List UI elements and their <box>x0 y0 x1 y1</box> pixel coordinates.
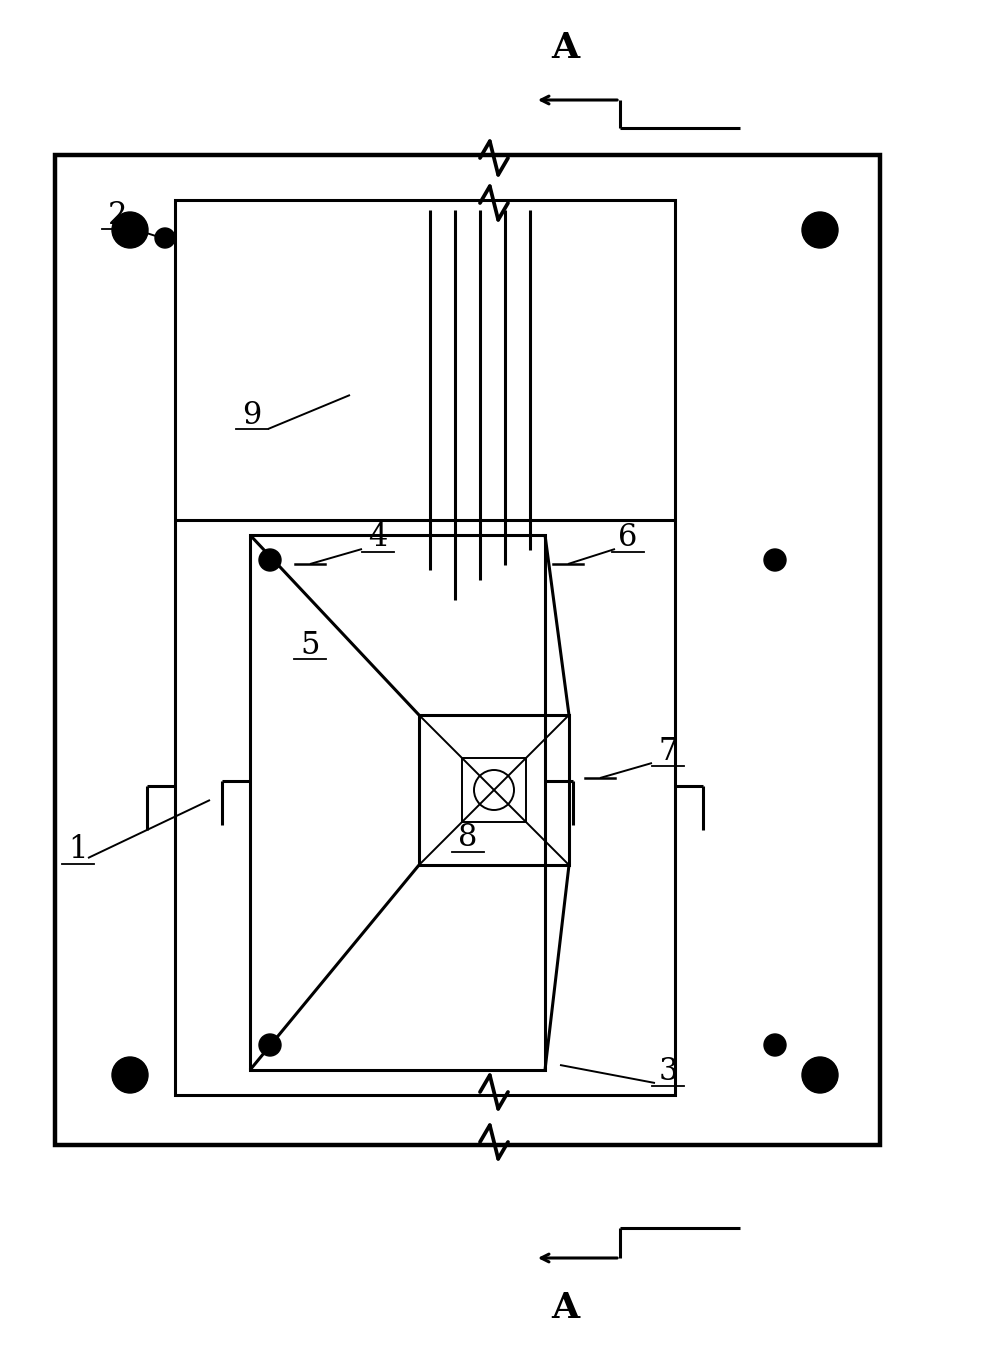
Text: A: A <box>551 1291 580 1325</box>
Circle shape <box>259 1035 281 1056</box>
Circle shape <box>259 549 281 571</box>
Circle shape <box>112 212 148 248</box>
Circle shape <box>764 1035 786 1056</box>
Text: 3: 3 <box>659 1056 677 1088</box>
Bar <box>175 199 675 1096</box>
Text: 9: 9 <box>242 400 262 430</box>
Text: 8: 8 <box>458 823 478 853</box>
Bar <box>419 715 569 865</box>
Bar <box>462 758 526 822</box>
Bar <box>55 155 880 1144</box>
Text: 6: 6 <box>618 522 638 553</box>
Circle shape <box>802 212 838 248</box>
Text: 2: 2 <box>108 199 128 231</box>
Bar <box>250 536 545 1070</box>
Circle shape <box>112 1056 148 1093</box>
Text: 7: 7 <box>659 736 677 767</box>
Text: 1: 1 <box>68 834 88 865</box>
Text: 5: 5 <box>301 629 319 660</box>
Text: 4: 4 <box>368 522 388 553</box>
Circle shape <box>802 1056 838 1093</box>
Text: A: A <box>551 31 580 65</box>
Circle shape <box>764 549 786 571</box>
Circle shape <box>155 228 175 248</box>
